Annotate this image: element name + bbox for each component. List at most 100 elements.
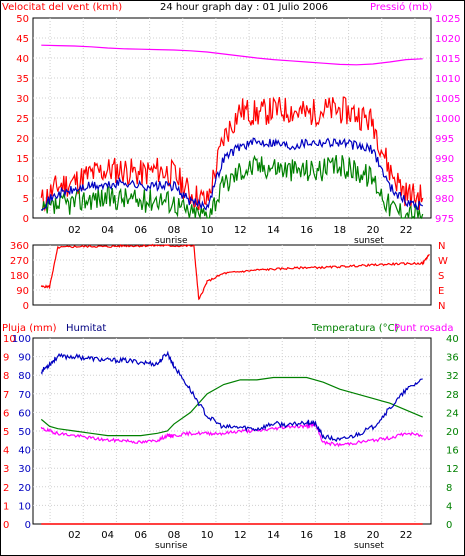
temp-y-tick-36: 36 — [446, 353, 459, 364]
pressure-y-tick-990: 990 — [435, 154, 454, 165]
compass-label-4: N — [438, 301, 445, 312]
sunset-label-top: sunset — [354, 236, 384, 246]
wind-y-tick-35: 35 — [16, 74, 29, 85]
sunset-label-bottom: sunset — [354, 541, 384, 551]
pressure-y-tick-1005: 1005 — [435, 94, 460, 105]
temp-y-tick-8: 8 — [446, 483, 452, 494]
pressure-y-tick-1015: 1015 — [435, 54, 460, 65]
chart-title: 24 hour graph day : 01 Julio 2006 — [160, 2, 328, 13]
pressure-y-tick-980: 980 — [435, 194, 454, 205]
x-tick-label-14: 14 — [267, 225, 280, 236]
rain-y-tick-9: 9 — [3, 353, 9, 364]
pressure-y-tick-1020: 1020 — [435, 34, 460, 45]
humidity-temp-panel: 0 12 3 4 5 6 7 8 9 10 0 10 20 30 40 50 60 70 80 90 100 04 8 1… — [2, 323, 459, 551]
x-tick-label-12: 12 — [234, 530, 247, 541]
dewpoint-line — [40, 421, 423, 448]
compass-label-2: S — [438, 271, 444, 282]
humidity-axis-title: Humitat — [66, 323, 106, 334]
direction-y-tick-90: 90 — [16, 286, 29, 297]
humidity-line — [40, 350, 423, 443]
x-tick-label-10: 10 — [201, 530, 214, 541]
humidity-y-tick-50: 50 — [18, 427, 31, 438]
humidity-y-tick-100: 100 — [12, 334, 31, 345]
dewpoint-axis-title: Punt rosada — [394, 323, 453, 334]
x-tick-label-16: 16 — [300, 225, 313, 236]
humidity-y-tick-90: 90 — [18, 353, 31, 364]
x-tick-label-18: 18 — [333, 225, 346, 236]
pressure-y-tick-985: 985 — [435, 174, 454, 185]
direction-panel-grid — [33, 245, 431, 305]
rain-y-tick-4: 4 — [3, 446, 9, 457]
temp-y-tick-0: 0 — [446, 520, 452, 531]
pressure-line — [41, 44, 423, 66]
pressure-axis-title: Pressió (mb) — [370, 1, 432, 13]
wind-y-tick-25: 25 — [16, 114, 29, 125]
rain-y-tick-1: 1 — [3, 501, 9, 512]
wind-panel-grid — [33, 18, 431, 218]
temp-y-tick-4: 4 — [446, 501, 452, 512]
direction-y-tick-360: 360 — [10, 241, 29, 252]
x-tick-label-22: 22 — [400, 225, 413, 236]
temp-axis-title: Temperatura (°C) — [311, 323, 399, 334]
rain-y-tick-10: 10 — [3, 334, 16, 345]
wind-x-ticks: 02 04 06 08 10 12 14 16 18 20 22 — [68, 225, 412, 236]
humidity-y-tick-70: 70 — [18, 390, 31, 401]
humidity-y-tick-20: 20 — [18, 483, 31, 494]
wind-average-line — [40, 137, 424, 211]
pressure-y-tick-1010: 1010 — [435, 74, 460, 85]
wind-y-tick-10: 10 — [16, 174, 29, 185]
x-tick-label-20: 20 — [367, 225, 380, 236]
bottom-x-ticks: 02 04 06 08 10 12 14 16 18 20 22 — [68, 530, 412, 541]
direction-y-tick-180: 180 — [10, 271, 29, 282]
x-tick-label-06: 06 — [134, 225, 147, 236]
pressure-y-tick-995: 995 — [435, 134, 454, 145]
rain-y-tick-8: 8 — [3, 371, 9, 382]
x-tick-label-12: 12 — [234, 225, 247, 236]
wind-y-tick-40: 40 — [16, 54, 29, 65]
wind-y-tick-20: 20 — [16, 134, 29, 145]
x-tick-label-18: 18 — [333, 530, 346, 541]
sunrise-label-top: sunrise — [155, 236, 188, 246]
pressure-y-tick-1025: 1025 — [435, 14, 460, 25]
humidity-y-tick-40: 40 — [18, 446, 31, 457]
x-tick-label-02: 02 — [68, 225, 81, 236]
rain-y-tick-3: 3 — [3, 464, 9, 475]
x-tick-label-20: 20 — [367, 530, 380, 541]
temp-y-tick-32: 32 — [446, 371, 459, 382]
rain-y-tick-5: 5 — [3, 427, 9, 438]
rain-y-tick-7: 7 — [3, 390, 9, 401]
humidity-y-tick-0: 0 — [25, 520, 31, 531]
wind-y-tick-50: 50 — [16, 14, 29, 25]
x-tick-label-10: 10 — [201, 225, 214, 236]
x-tick-label-04: 04 — [101, 530, 114, 541]
humidity-y-tick-30: 30 — [18, 464, 31, 475]
rain-y-tick-6: 6 — [3, 408, 9, 419]
humidity-y-tick-80: 80 — [18, 371, 31, 382]
temp-y-tick-40: 40 — [446, 334, 459, 345]
compass-label-3: E — [438, 286, 444, 297]
humidity-panel-series — [40, 350, 423, 525]
wind-y-tick-0: 0 — [23, 214, 29, 225]
x-tick-label-22: 22 — [400, 530, 413, 541]
x-tick-label-08: 08 — [168, 530, 181, 541]
wind-gust-line — [40, 96, 424, 212]
x-tick-label-16: 16 — [300, 530, 313, 541]
temp-y-tick-28: 28 — [446, 390, 459, 401]
wind-y-tick-30: 30 — [16, 94, 29, 105]
direction-left-ticks: 0 90 180 270 360 — [10, 241, 29, 312]
x-tick-label-06: 06 — [134, 530, 147, 541]
pressure-y-tick-1000: 1000 — [435, 114, 460, 125]
temp-right-ticks: 0 4 8 12 16 20 24 28 32 36 40 — [446, 334, 459, 531]
humidity-y-tick-60: 60 — [18, 408, 31, 419]
temp-y-tick-20: 20 — [446, 427, 459, 438]
humidity-left-ticks: 0 10 20 30 40 50 60 70 80 90 100 — [12, 334, 31, 531]
pressure-y-tick-975: 975 — [435, 214, 454, 225]
humidity-y-tick-10: 10 — [18, 501, 31, 512]
wind-left-ticks: 0 5 10 15 20 25 30 35 40 45 50 — [16, 14, 29, 225]
wind-y-tick-45: 45 — [16, 34, 29, 45]
